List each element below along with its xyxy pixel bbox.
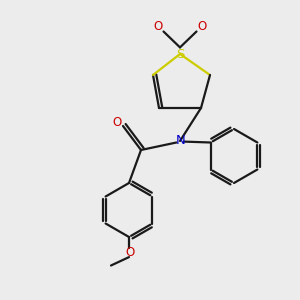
Text: S: S: [176, 47, 184, 61]
Text: O: O: [112, 116, 122, 129]
Text: O: O: [154, 20, 163, 34]
Text: N: N: [176, 134, 185, 148]
Text: O: O: [197, 20, 206, 34]
Text: O: O: [125, 245, 134, 259]
